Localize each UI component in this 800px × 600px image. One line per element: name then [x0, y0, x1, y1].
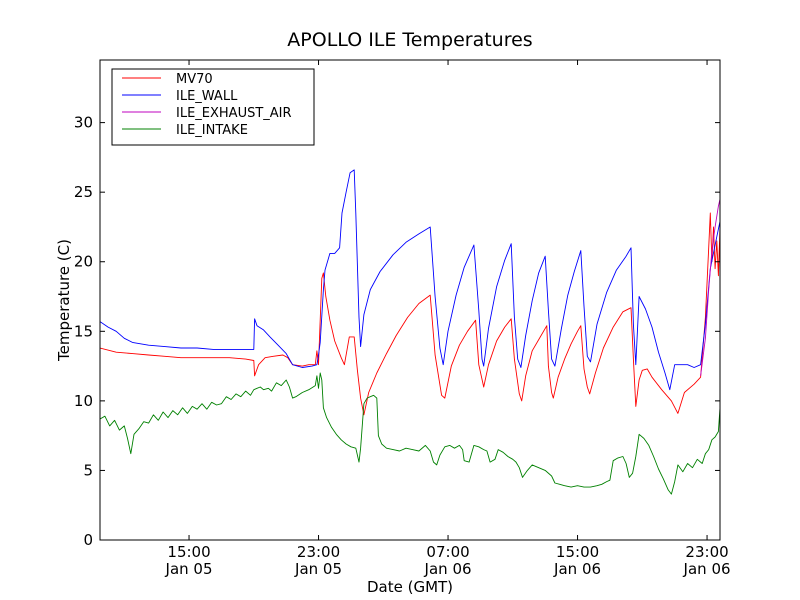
x-tick-date-label: Jan 06	[553, 560, 601, 578]
x-tick-time-label: 07:00	[426, 543, 469, 561]
y-tick-label: 25	[74, 183, 93, 201]
series-line-ile-intake	[100, 372, 720, 495]
legend-label-ile-wall: ILE_WALL	[176, 89, 238, 104]
series-layer	[100, 169, 720, 495]
x-tick-date-label: Jan 06	[683, 560, 731, 578]
y-tick-label: 5	[83, 461, 93, 479]
y-tick-label: 0	[83, 531, 93, 549]
y-tick-label: 30	[74, 114, 93, 132]
x-axis-label: Date (GMT)	[367, 578, 453, 596]
legend-label-mv70: MV70	[176, 72, 213, 87]
series-line-mv70	[100, 212, 720, 416]
x-tick-date-label: Jan 05	[165, 560, 213, 578]
series-line-ile-exhaust-air	[700, 197, 720, 376]
chart-title: APOLLO ILE Temperatures	[287, 29, 532, 51]
legend: MV70 ILE_WALL ILE_EXHAUST_AIR ILE_INTAKE	[111, 68, 315, 146]
plot-frame	[99, 59, 721, 541]
x-tick-time-label: 15:00	[556, 543, 599, 561]
x-tick-date-label: Jan 05	[294, 560, 342, 578]
x-tick-time-label: 23:00	[297, 543, 340, 561]
legend-box	[111, 68, 315, 146]
x-tick-time-label: 23:00	[685, 543, 728, 561]
series-line-ile-wall	[100, 169, 720, 391]
x-tick-date-label: Jan 06	[424, 560, 472, 578]
y-tick-label: 10	[74, 392, 93, 410]
y-tick-label: 15	[74, 322, 93, 340]
y-axis-label: Temperature (C)	[55, 239, 73, 362]
legend-label-ile-exhaust-air: ILE_EXHAUST_AIR	[176, 106, 292, 121]
y-tick-label: 20	[74, 253, 93, 271]
legend-label-ile-intake: ILE_INTAKE	[176, 123, 248, 138]
x-tick-time-label: 15:00	[167, 543, 210, 561]
